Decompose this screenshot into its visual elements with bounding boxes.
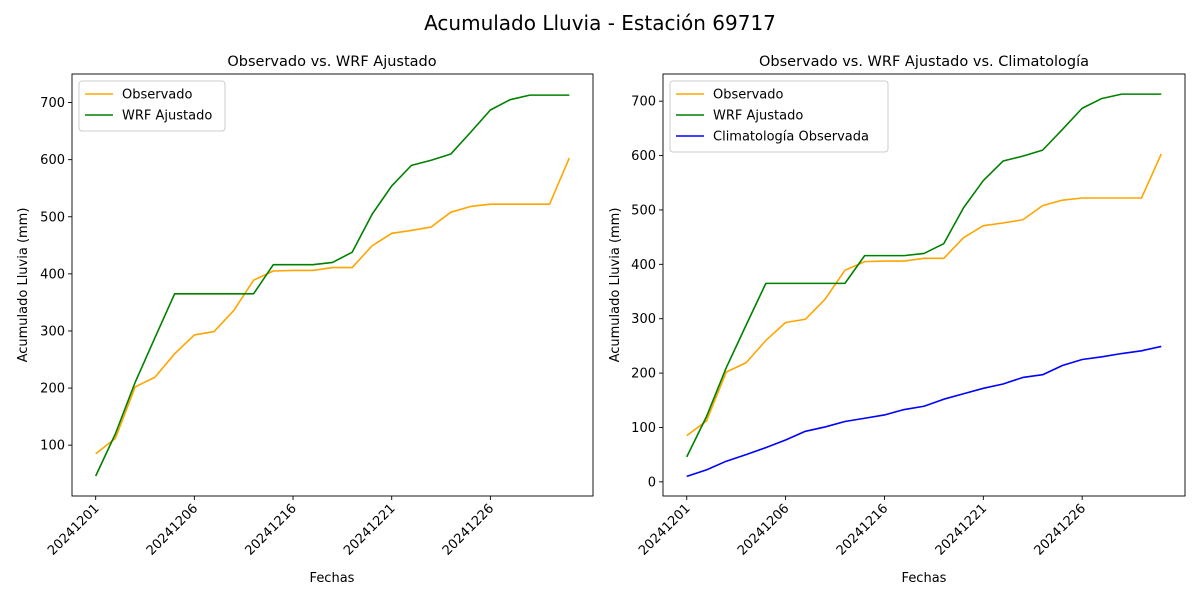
chart-right-legend-label-1: WRF Ajustado: [713, 109, 803, 124]
figure-title: Acumulado Lluvia - Estación 69717: [424, 11, 776, 35]
chart-left-xtick-label: 20241206: [144, 501, 201, 558]
chart-right-ytick-label: 400: [631, 258, 656, 273]
chart-right-xtick-label: 20241216: [834, 501, 891, 558]
chart-left: Observado vs. WRF Ajustado Fechas Acumul…: [16, 54, 594, 586]
chart-right-title: Observado vs. WRF Ajustado vs. Climatolo…: [759, 54, 1089, 70]
chart-left-xtick-label: 20241221: [341, 501, 398, 558]
chart-left-series-line-1: [94, 94, 570, 477]
chart-left-xtick-label: 20241201: [45, 501, 102, 558]
chart-right-series-line-0: [686, 153, 1162, 437]
chart-left-legend-label-0: Observado: [122, 88, 193, 103]
chart-right-ytick-label: 200: [631, 367, 656, 382]
chart-right-legend-label-2: Climatología Observada: [713, 130, 869, 145]
chart-left-ytick-label: 100: [40, 439, 65, 454]
chart-left-xtick-label: 20241226: [440, 501, 497, 558]
chart-right-xtick-label: 20241226: [1032, 501, 1089, 558]
chart-right-ytick-label: 100: [631, 421, 656, 436]
chart-left-legend-label-1: WRF Ajustado: [122, 109, 212, 124]
chart-left-ytick-label: 500: [40, 210, 65, 225]
chart-left-xlabel: Fechas: [310, 571, 355, 586]
chart-right-frame: [662, 73, 1186, 497]
chart-left-ytick-label: 300: [40, 324, 65, 339]
chart-right: Observado vs. WRF Ajustado vs. Climatolo…: [608, 54, 1186, 586]
chart-left-ytick-label: 700: [40, 96, 65, 111]
chart-left-title: Observado vs. WRF Ajustado: [227, 54, 436, 70]
chart-right-ytick-label: 600: [631, 149, 656, 164]
chart-right-legend-label-0: Observado: [713, 88, 784, 103]
chart-right-series-line-2: [686, 345, 1162, 478]
chart-right-legend-box: [669, 80, 889, 153]
chart-left-frame: [71, 73, 594, 497]
chart-right-ytick-label: 0: [648, 475, 656, 490]
chart-right-xtick-label: 20241201: [636, 501, 693, 558]
chart-right-xtick-label: 20241206: [735, 501, 792, 558]
chart-right-xlabel: Fechas: [902, 571, 947, 586]
chart-right-ytick-label: 700: [631, 95, 656, 110]
chart-left-legend: Observado WRF Ajustado: [78, 80, 226, 132]
chart-left-legend-box: [78, 80, 226, 132]
chart-left-series-line-0: [95, 157, 571, 455]
chart-left-ytick-label: 400: [40, 267, 65, 282]
chart-left-ylabel: Acumulado Lluvia (mm): [16, 208, 31, 363]
chart-right-legend: Observado WRF Ajustado Climatología Observ…: [669, 80, 889, 153]
chart-left-ytick-label: 200: [40, 382, 65, 397]
chart-right-ytick-label: 300: [631, 312, 656, 327]
chart-right-series-line-1: [686, 93, 1162, 458]
chart-left-xtick-label: 20241216: [242, 501, 299, 558]
chart-left-ytick-label: 600: [40, 153, 65, 168]
chart-right-ylabel: Acumulado Lluvia (mm): [608, 208, 623, 363]
chart-right-xtick-label: 20241221: [933, 501, 990, 558]
chart-right-ytick-label: 500: [631, 203, 656, 218]
